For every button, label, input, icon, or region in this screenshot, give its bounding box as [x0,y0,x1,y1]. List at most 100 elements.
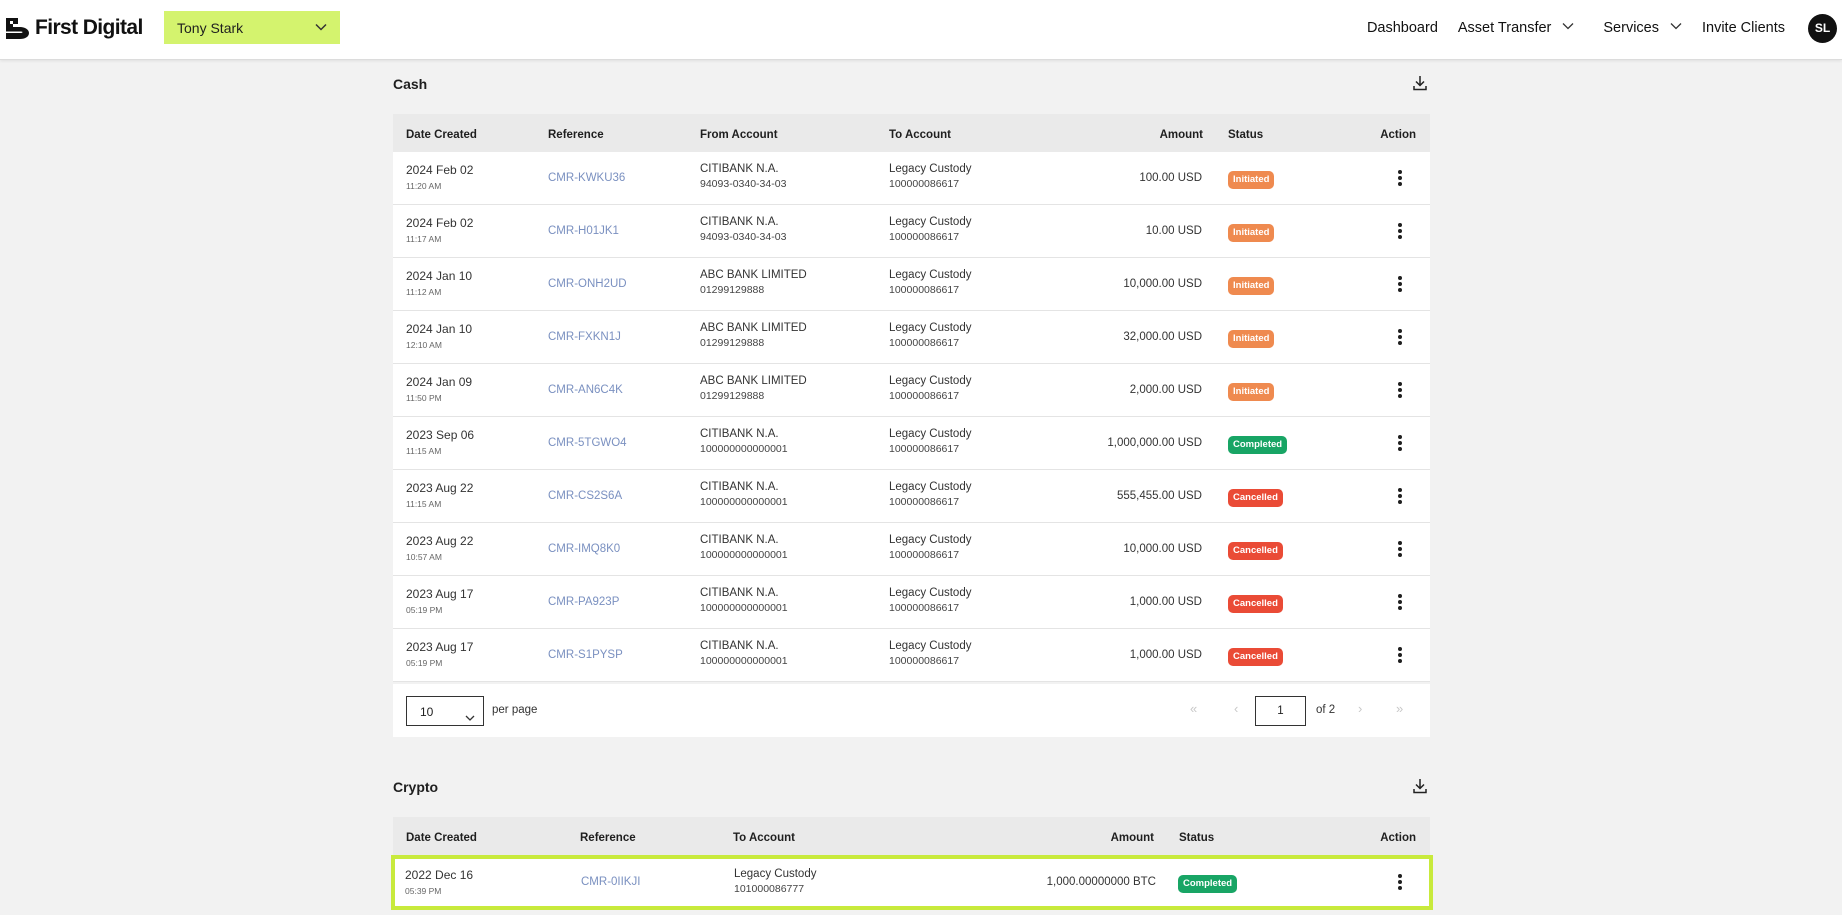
amount: 2,000.00 USD [1129,384,1202,396]
first-digital-logo-icon [5,16,31,40]
first-page-button[interactable]: « [1190,701,1198,716]
status-cell: Initiated [1228,222,1275,242]
crypto-highlighted-row[interactable]: 2022 Dec 16 05:39 PM CMR-0IIKJI Legacy C… [391,855,1433,910]
to-account-cell: Legacy Custody 100000086617 [889,375,971,402]
to-account-name: Legacy Custody [889,322,972,334]
col-date-created: Date Created [406,832,477,844]
page-number-input[interactable]: 1 [1255,696,1306,726]
from-account-number: 100000000000001 [700,549,788,561]
reference-link[interactable]: CMR-5TGWO4 [548,437,627,449]
date-cell: 2023 Sep 06 11:15 AM [406,428,474,456]
date-created: 2023 Aug 22 [406,534,474,548]
status-cell: Completed [1178,873,1238,893]
col-status: Status [1228,129,1264,141]
table-row: 2023 Aug 22 11:15 AM CMR-CS2S6A CITIBANK… [393,470,1430,523]
user-avatar[interactable]: SL [1808,13,1837,43]
prev-page-button[interactable]: ‹ [1234,701,1239,716]
date-cell: 2023 Aug 17 05:19 PM [406,640,473,668]
date-cell: 2024 Jan 10 11:12 AM [406,269,472,297]
cash-section-title: Cash [393,76,428,92]
chevron-down-icon [1561,19,1575,37]
col-to-account: To Account [733,832,795,844]
reference-link[interactable]: CMR-FXKN1J [548,331,621,343]
nav-asset-transfer[interactable]: Asset Transfer [1458,19,1575,37]
to-account-name: Legacy Custody [889,534,972,546]
status-cell: Cancelled [1228,487,1283,507]
nav-invite-clients[interactable]: Invite Clients [1701,20,1785,36]
cash-download-icon[interactable] [1411,74,1429,92]
next-page-button[interactable]: › [1358,701,1363,716]
client-selector[interactable]: Tony Stark [164,11,340,44]
from-account-cell: CITIBANK N.A. 100000000000001 [700,587,788,614]
nav-dashboard[interactable]: Dashboard [1366,20,1438,36]
nav-services[interactable]: Services [1603,19,1683,37]
more-vertical-icon[interactable] [1395,381,1405,399]
more-vertical-icon[interactable] [1395,873,1405,891]
status-cell: Completed [1228,434,1288,454]
status-badge: Initiated [1228,330,1275,348]
page-count-label: of 2 [1316,704,1336,716]
reference-link[interactable]: CMR-ONH2UD [548,278,627,290]
status-badge: Initiated [1228,277,1275,295]
crypto-table-header: Date Created Reference To Account Amount… [393,817,1430,855]
to-account-number: 100000086617 [889,231,960,243]
time-created: 05:19 PM [406,605,443,615]
nav-asset-transfer-label: Asset Transfer [1457,20,1552,36]
amount: 1,000,000.00 USD [1107,437,1202,449]
cash-table-header: Date Created Reference From Account To A… [393,114,1430,152]
more-vertical-icon[interactable] [1395,222,1405,240]
to-account-name: Legacy Custody [889,375,972,387]
col-date-created: Date Created [406,129,477,141]
per-page-select[interactable]: 10 [406,696,484,726]
reference-link[interactable]: CMR-CS2S6A [548,490,623,502]
reference-link[interactable]: CMR-KWKU36 [548,172,626,184]
to-account-number: 100000086617 [889,443,960,455]
reference-link[interactable]: CMR-0IIKJI [581,876,641,888]
status-badge: Initiated [1228,171,1275,189]
more-vertical-icon[interactable] [1395,275,1405,293]
col-status: Status [1179,832,1215,844]
to-account-name: Legacy Custody [889,587,972,599]
status-badge: Completed [1228,436,1288,454]
time-created: 11:20 AM [406,181,442,191]
from-account-number: 94093-0340-34-03 [700,231,787,243]
table-row: 2023 Aug 17 05:19 PM CMR-PA923P CITIBANK… [393,576,1430,629]
from-account-number: 100000000000001 [700,496,788,508]
more-vertical-icon[interactable] [1395,593,1405,611]
from-account-number: 100000000000001 [700,655,788,667]
from-account-number: 100000000000001 [700,602,788,614]
more-vertical-icon[interactable] [1395,540,1405,558]
reference-link[interactable]: CMR-H01JK1 [548,225,619,237]
to-account-cell: Legacy Custody 100000086617 [889,428,971,455]
reference-link[interactable]: CMR-IMQ8K0 [548,543,621,555]
reference-link[interactable]: CMR-PA923P [548,596,620,608]
col-amount: Amount [1159,129,1203,141]
to-account-number: 100000086617 [889,337,960,349]
to-account-number: 101000086777 [734,883,805,895]
more-vertical-icon[interactable] [1395,487,1405,505]
from-account-name: ABC BANK LIMITED [700,322,807,334]
cash-pagination: 10 per page « ‹ 1 of 2 › » [393,684,1430,737]
to-account-name: Legacy Custody [889,163,972,175]
more-vertical-icon[interactable] [1395,169,1405,187]
from-account-number: 94093-0340-34-03 [700,178,787,190]
crypto-download-icon[interactable] [1411,777,1429,795]
table-row: 2024 Jan 10 12:10 AM CMR-FXKN1J ABC BANK… [393,311,1430,364]
more-vertical-icon[interactable] [1395,328,1405,346]
time-created: 11:15 AM [406,446,442,456]
status-cell: Initiated [1228,328,1275,348]
reference-link[interactable]: CMR-S1PYSP [548,649,623,661]
more-vertical-icon[interactable] [1395,646,1405,664]
last-page-button[interactable]: » [1396,701,1404,716]
to-account-number: 100000086617 [889,284,960,296]
reference-link[interactable]: CMR-AN6C4K [548,384,623,396]
from-account-cell: CITIBANK N.A. 100000000000001 [700,481,788,508]
date-cell: 2024 Feb 02 11:17 AM [406,216,473,244]
from-account-cell: CITIBANK N.A. 100000000000001 [700,428,788,455]
col-action: Action [1380,832,1416,844]
date-cell: 2023 Aug 22 11:15 AM [406,481,473,509]
more-vertical-icon[interactable] [1395,434,1405,452]
brand-logo[interactable]: First Digital [5,15,143,41]
date-created: 2024 Jan 09 [406,375,473,389]
status-badge: Cancelled [1228,489,1283,507]
